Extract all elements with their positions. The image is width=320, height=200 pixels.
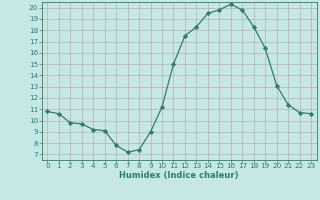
X-axis label: Humidex (Indice chaleur): Humidex (Indice chaleur): [119, 171, 239, 180]
